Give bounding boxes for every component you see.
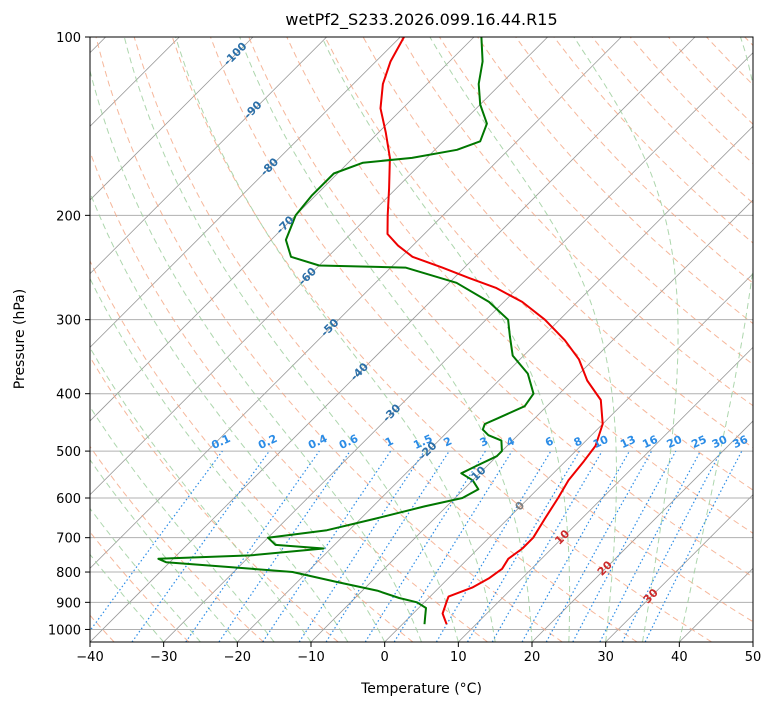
mixing-ratio-line — [262, 450, 392, 642]
mixing-ratio-line — [545, 450, 653, 642]
moist-adiabat-line — [175, 37, 496, 642]
mixing-ratio-label: 30 — [710, 433, 730, 451]
moist-adiabat-line — [90, 277, 349, 642]
y-tick-label: 200 — [56, 209, 81, 224]
mixing-ratio-line — [572, 450, 677, 642]
y-tick-label: 300 — [56, 314, 81, 329]
y-tick-label: 700 — [56, 532, 81, 547]
dry-adiabat-line — [171, 37, 712, 642]
mixing-ratio-label: 25 — [689, 433, 708, 451]
mixing-ratio-label: 10 — [591, 433, 611, 451]
x-tick-label: −10 — [297, 650, 324, 665]
x-tick-label: 50 — [745, 650, 762, 665]
y-tick-label: 900 — [56, 596, 81, 611]
moist-adiabat-line — [573, 37, 679, 642]
moist-adiabat-line — [90, 458, 238, 642]
isotherm-line — [237, 125, 753, 642]
x-tick-label: 0 — [381, 650, 389, 665]
isotherm-line — [90, 37, 548, 496]
isotherm-line — [90, 37, 475, 422]
x-tick-label: 30 — [597, 650, 614, 665]
isotherm-line — [531, 420, 753, 642]
dry-adiabat-line — [324, 37, 753, 491]
mixing-ratio-line — [218, 450, 351, 642]
moist-adiabat-line — [239, 37, 533, 642]
dry-adiabat-line — [90, 445, 264, 642]
moist-adiabat-line — [429, 37, 617, 642]
x-tick-label: −40 — [76, 650, 103, 665]
moist-adiabat-line — [90, 346, 312, 642]
mixing-ratio-line — [393, 450, 513, 642]
x-tick-label: 40 — [671, 650, 688, 665]
mixing-ratio-label: 13 — [618, 433, 637, 451]
isotherm-line — [605, 494, 753, 642]
moist-adiabat-line — [123, 37, 459, 642]
y-tick-label: 600 — [56, 492, 81, 507]
axis-ticks-layer: −40 −30 −20 −10 0 10 20 30 40 50 100 200 300 400 500 60… — [48, 31, 761, 665]
mixing-ratio-line — [644, 450, 743, 642]
isotherm-line — [458, 346, 753, 642]
isotherm-line — [384, 273, 753, 642]
mixing-ratio-label: 16 — [640, 433, 660, 451]
isotherm-line — [90, 37, 254, 201]
moist-adiabat-line — [90, 191, 386, 642]
mixing-ratio-line — [521, 450, 631, 642]
dry-adiabat-line — [95, 37, 563, 642]
dewpoint-profile-line — [157, 37, 535, 625]
dry-adiabat-line — [515, 37, 753, 284]
moist-adiabat-line — [90, 405, 275, 642]
dry-adiabat-line — [286, 37, 753, 534]
mixing-ratio-line — [185, 450, 320, 642]
mixing-ratio-line — [325, 450, 450, 642]
moist-adiabat-line — [90, 68, 422, 642]
isotherm-line — [163, 52, 753, 642]
moist-adiabat-line — [678, 37, 753, 642]
isotherm-line — [90, 37, 327, 275]
x-tick-label: 10 — [450, 650, 467, 665]
y-tick-label: 100 — [56, 31, 81, 46]
plot-frame — [89, 36, 754, 643]
moist-adiabat-line — [90, 507, 201, 642]
y-tick-label: 1000 — [48, 623, 81, 638]
moist-adiabat-line — [90, 553, 165, 642]
chart-title: wetPf2_S233.2026.099.16.44.R15 — [285, 10, 557, 30]
dry-adiabat-line — [210, 37, 753, 623]
y-tick-label: 500 — [56, 445, 81, 460]
mixing-ratio-label: 36 — [731, 433, 751, 451]
temperature-profile-line — [379, 37, 604, 625]
dry-adiabat-line — [248, 37, 753, 578]
isotherm-line — [90, 37, 401, 348]
dry-adiabat-line — [90, 259, 414, 642]
x-tick-label: −30 — [150, 650, 177, 665]
mixing-ratio-line — [298, 450, 425, 642]
y-tick-label: 400 — [56, 388, 81, 403]
series-layer — [157, 37, 604, 625]
dry-adiabat-line — [90, 356, 339, 642]
y-axis-label: Pressure (hPa) — [12, 289, 28, 389]
mixing-ratio-label: 20 — [665, 433, 685, 451]
mixing-ratio-line — [90, 450, 223, 632]
y-tick-label: 800 — [56, 566, 81, 581]
x-tick-label: 20 — [524, 650, 541, 665]
x-axis-label: Temperature (°C) — [360, 681, 482, 697]
x-tick-label: −20 — [224, 650, 251, 665]
isotherm-line — [90, 37, 622, 569]
dry-adiabat-line — [133, 37, 638, 642]
